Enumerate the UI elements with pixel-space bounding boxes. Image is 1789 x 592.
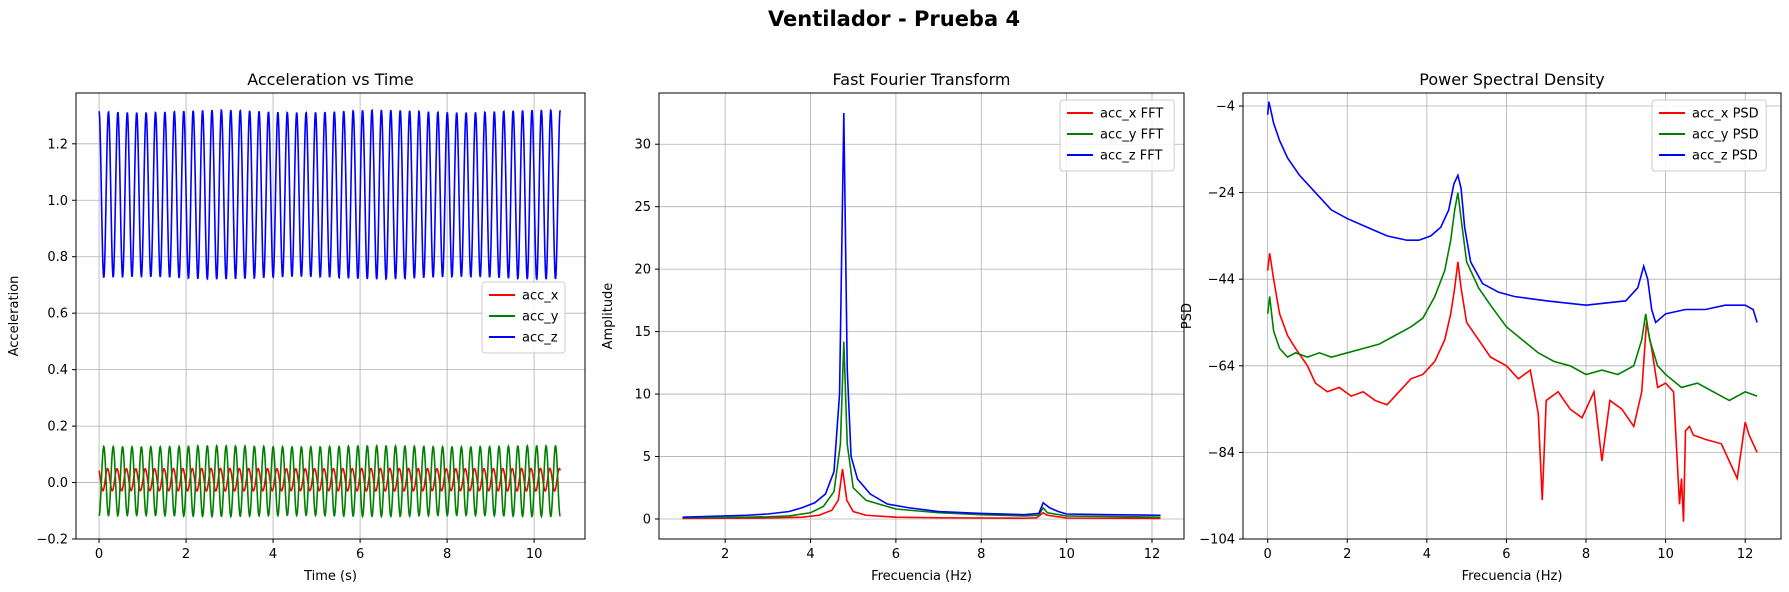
panels: 0 2 4 6 8 10 −0.2 0.0 0.2 0.4 0.6 0.8 1.0 1.2 Accelera… <box>7 70 1782 584</box>
y-tick-label: −24 <box>1208 186 1235 201</box>
legend-entry: acc_x FFT <box>1100 107 1163 122</box>
y-axis-label: PSD <box>1180 303 1195 329</box>
series-line-acc_y <box>98 443 561 519</box>
panel-2: 2 4 6 8 10 12 0 5 10 15 20 25 30 Fast Fourier Transfo… <box>601 70 1185 584</box>
y-tick-label: −4 <box>1216 99 1235 114</box>
x-tick-label: 2 <box>1343 547 1351 562</box>
series-line-acc_y-psd <box>1266 192 1758 402</box>
legend: acc_x acc_y acc_z <box>481 281 566 354</box>
series-line-acc_x-fft <box>682 468 1161 520</box>
x-tick-label: 6 <box>356 547 364 562</box>
x-tick-label: 4 <box>1423 547 1431 562</box>
y-tick-label: 0.8 <box>47 250 68 265</box>
y-tick-label: −0.2 <box>36 533 68 548</box>
panel-1: 0 2 4 6 8 10 −0.2 0.0 0.2 0.4 0.6 0.8 1.0 1.2 Accelera… <box>7 70 586 584</box>
axes-title: Acceleration vs Time <box>247 70 414 89</box>
y-tick-label: 25 <box>634 200 651 215</box>
axes-title: Power Spectral Density <box>1419 70 1604 89</box>
series-line-acc_z-psd <box>1266 101 1758 324</box>
series-line-acc_x-psd <box>1266 253 1758 522</box>
x-tick-label: 0 <box>1264 547 1272 562</box>
series-line-acc_x <box>98 467 561 493</box>
x-tick-label: 10 <box>526 547 543 562</box>
x-axis-label: Time (s) <box>303 569 357 584</box>
y-tick-label: 0.0 <box>47 476 68 491</box>
legend: acc_x FFT acc_y FFT acc_z FFT <box>1059 99 1175 172</box>
legend-box <box>1651 99 1767 172</box>
y-tick-label: 5 <box>643 450 651 465</box>
y-tick-label: 10 <box>634 388 651 403</box>
y-tick-label: 1.2 <box>47 137 68 152</box>
axes-title: Fast Fourier Transform <box>833 70 1011 89</box>
x-tick-label: 12 <box>1737 547 1754 562</box>
y-tick-label: −64 <box>1208 359 1235 374</box>
legend-entry: acc_z FFT <box>1100 149 1162 164</box>
x-tick-label: 8 <box>1582 547 1590 562</box>
series-line-acc_z-fft <box>682 112 1161 518</box>
x-tick-label: 2 <box>721 547 729 562</box>
y-axis-label: Acceleration <box>7 276 22 357</box>
legend-entry: acc_x <box>522 289 559 304</box>
x-axis-label: Frecuencia (Hz) <box>1462 569 1563 584</box>
x-tick-label: 6 <box>892 547 900 562</box>
axes-frame <box>1242 92 1782 540</box>
x-tick-label: 6 <box>1502 547 1510 562</box>
y-tick-label: 0.4 <box>47 363 68 378</box>
y-tick-label: −104 <box>1199 533 1235 548</box>
legend-entry: acc_z <box>522 331 558 346</box>
series-line-acc_z <box>98 108 561 281</box>
y-tick-label: 15 <box>634 325 651 340</box>
legend-entry: acc_x PSD <box>1692 107 1759 122</box>
legend-box <box>481 281 566 354</box>
axes-frame <box>658 92 1185 540</box>
y-tick-label: −44 <box>1208 273 1235 288</box>
y-tick-label: 0.2 <box>47 420 68 435</box>
x-tick-label: 12 <box>1144 547 1161 562</box>
panel-3: 0 2 4 6 8 10 12 −104 −84 −64 −44 −24 −4 Power Spectra… <box>1180 70 1782 584</box>
legend-entry: acc_y <box>522 310 559 325</box>
y-tick-label: 1.0 <box>47 194 68 209</box>
series-line-acc_y-fft <box>682 341 1161 519</box>
x-tick-label: 4 <box>269 547 277 562</box>
y-tick-label: 30 <box>634 138 651 153</box>
x-axis-label: Frecuencia (Hz) <box>871 569 972 584</box>
y-tick-label: −84 <box>1208 446 1235 461</box>
legend-entry: acc_z PSD <box>1692 149 1758 164</box>
legend-entry: acc_y PSD <box>1692 128 1759 143</box>
x-tick-label: 8 <box>443 547 451 562</box>
x-tick-label: 2 <box>182 547 190 562</box>
legend: acc_x PSD acc_y PSD acc_z PSD <box>1651 99 1767 172</box>
x-tick-label: 8 <box>977 547 985 562</box>
x-tick-label: 4 <box>806 547 814 562</box>
figure-title: Ventilador - Prueba 4 <box>768 7 1020 31</box>
y-tick-label: 0 <box>643 513 651 528</box>
y-axis-label: Amplitude <box>601 283 616 350</box>
x-tick-label: 0 <box>95 547 103 562</box>
x-tick-label: 10 <box>1058 547 1075 562</box>
y-tick-label: 20 <box>634 263 651 278</box>
axes-frame <box>75 92 586 540</box>
x-tick-label: 10 <box>1657 547 1674 562</box>
legend-box <box>1059 99 1175 172</box>
y-tick-label: 0.6 <box>47 307 68 322</box>
legend-entry: acc_y FFT <box>1100 128 1163 143</box>
